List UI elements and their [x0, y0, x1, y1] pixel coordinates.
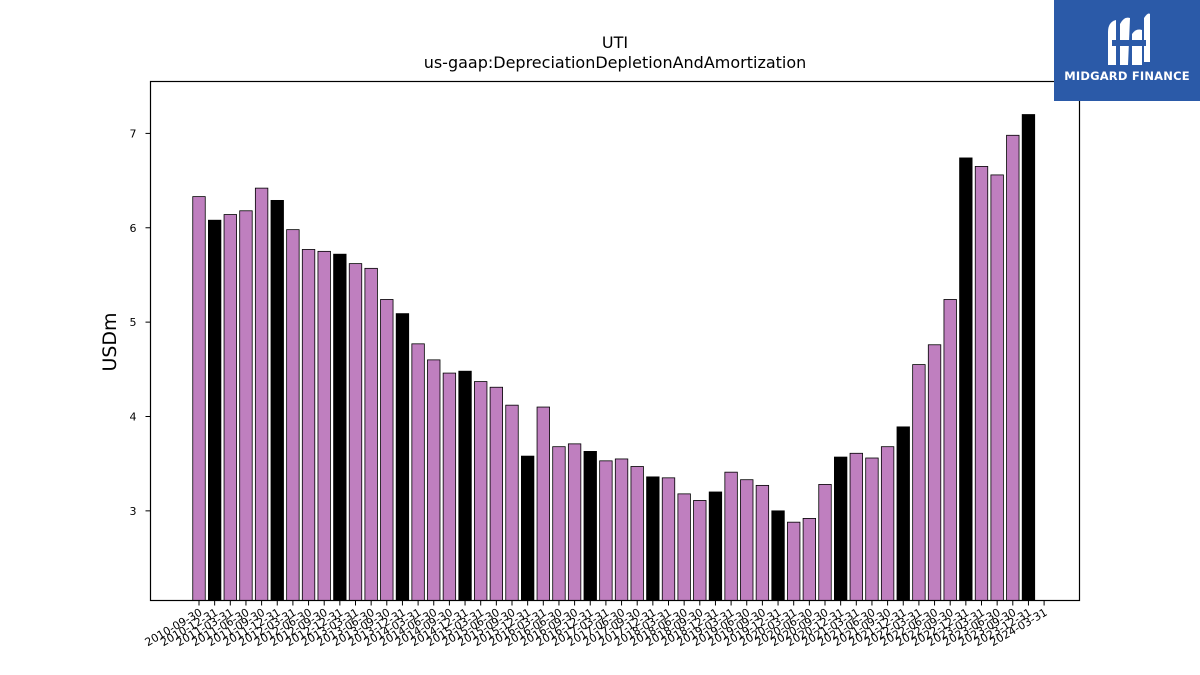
bar-2011-06-30	[239, 210, 253, 601]
bar-2022-06-30	[927, 344, 942, 601]
bar-2022-12-31	[959, 157, 973, 601]
y-tick-label-3: 3	[130, 505, 137, 518]
bar-2011-09-30	[254, 187, 269, 601]
bar-2021-12-31	[896, 426, 910, 601]
bar-2011-12-31	[270, 199, 284, 601]
bar-2023-06-30	[990, 174, 1004, 601]
bar-2017-12-31	[646, 476, 660, 601]
bar-2016-03-31	[536, 406, 550, 601]
bar-2017-03-31	[599, 460, 613, 601]
bar-2018-09-30	[693, 500, 707, 601]
bar-2023-03-31	[974, 166, 989, 601]
bar-2011-03-31	[223, 214, 237, 601]
bar-2020-06-30	[802, 518, 816, 601]
bar-2015-06-30	[489, 386, 504, 601]
bar-2012-03-31	[286, 229, 300, 601]
bar-2020-03-31	[787, 521, 801, 601]
bar-2016-06-30	[552, 446, 566, 601]
y-tick-label-6: 6	[130, 222, 137, 235]
bar-2018-06-30	[677, 493, 691, 601]
bar-2013-06-30	[364, 267, 378, 601]
bar-2019-03-31	[724, 471, 738, 601]
bars-group	[192, 114, 1036, 601]
bar-2020-09-30	[818, 484, 832, 601]
bar-2021-06-30	[865, 457, 879, 601]
midgard-logo-icon	[1108, 13, 1150, 66]
y-tick-label-4: 4	[130, 410, 137, 423]
chart-subtitle: us-gaap:DepreciationDepletionAndAmortiza…	[424, 53, 807, 72]
bar-2020-12-31	[834, 456, 848, 601]
plot-frame	[149, 80, 1081, 602]
bar-2022-03-31	[912, 364, 926, 601]
bar-2012-09-30	[317, 250, 331, 601]
bar-2010-09-30	[192, 196, 206, 601]
logo-text: MIDGARD FINANCE	[1064, 69, 1190, 83]
bar-2019-09-30	[755, 484, 770, 601]
y-axis-label: USDm	[99, 312, 121, 371]
bar-2019-06-30	[740, 479, 754, 601]
bar-2023-12-31	[1021, 114, 1036, 601]
bar-2023-09-30	[1006, 134, 1020, 601]
bar-2014-03-31	[411, 343, 425, 601]
bar-2015-03-31	[474, 381, 488, 601]
bar-2021-03-31	[849, 452, 863, 601]
chart-title: UTI	[602, 33, 628, 52]
bar-2012-12-31	[333, 253, 347, 601]
y-tick-label-5: 5	[130, 316, 137, 329]
bar-2015-09-30	[505, 404, 519, 601]
bar-2015-12-31	[521, 455, 535, 601]
bar-2017-09-30	[630, 466, 644, 601]
bar-2013-03-31	[348, 263, 363, 601]
bar-2014-09-30	[442, 372, 457, 601]
bar-2018-03-31	[661, 477, 676, 601]
y-tick-label-7: 7	[130, 127, 137, 140]
y-axis: 3 4 5 6 7	[130, 127, 151, 518]
bar-2010-12-31	[207, 219, 222, 601]
bar-2018-12-31	[708, 491, 723, 601]
bar-2012-06-30	[301, 249, 316, 601]
midgard-finance-logo: MIDGARD FINANCE	[1054, 0, 1200, 101]
bar-2013-12-31	[395, 313, 410, 601]
bar-2019-12-31	[771, 510, 785, 601]
bar-2013-09-30	[380, 299, 394, 601]
bar-2017-06-30	[614, 458, 629, 601]
x-axis: 2010-09-302010-12-312011-03-312011-06-30…	[143, 600, 1050, 649]
bar-2014-06-30	[427, 359, 441, 601]
bar-2014-12-31	[458, 370, 472, 601]
bar-2022-09-30	[943, 299, 957, 601]
bar-2021-09-30	[880, 446, 895, 601]
bar-2016-09-30	[567, 443, 582, 601]
bar-2016-12-31	[583, 451, 597, 601]
